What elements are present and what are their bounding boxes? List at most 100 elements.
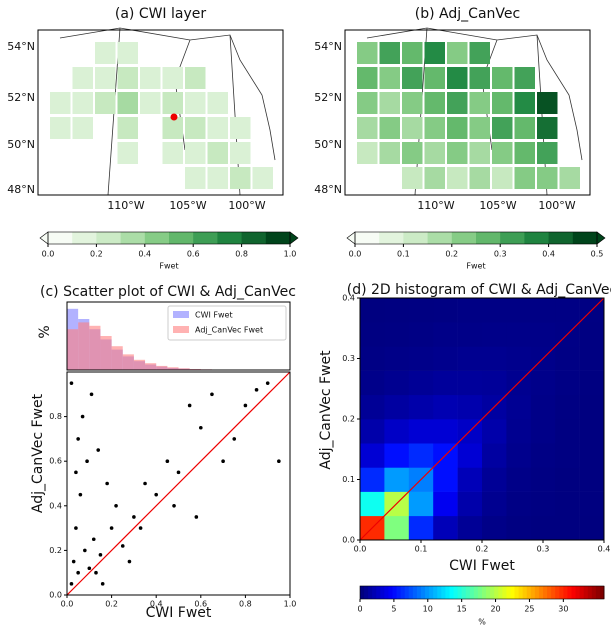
map-cell bbox=[95, 92, 116, 114]
point bbox=[277, 459, 281, 464]
heat-cell bbox=[482, 298, 507, 323]
heat-cell bbox=[506, 515, 532, 541]
heat-cell bbox=[482, 515, 507, 541]
map-cell bbox=[185, 142, 206, 164]
map-cell bbox=[95, 42, 116, 64]
point bbox=[74, 526, 78, 530]
heat-cell bbox=[433, 515, 458, 541]
map-cell bbox=[424, 42, 445, 64]
colorbar-tick-label: 0.5 bbox=[591, 250, 604, 259]
colorbar-band bbox=[547, 586, 552, 599]
heat-cell bbox=[408, 346, 434, 371]
point bbox=[100, 582, 105, 586]
colorbar-band bbox=[400, 586, 406, 599]
map-cell bbox=[559, 167, 580, 189]
heat-cell bbox=[555, 491, 580, 517]
heat-cell bbox=[506, 467, 532, 492]
colorbar-band bbox=[469, 586, 475, 599]
colorbar-frame bbox=[359, 585, 605, 600]
lat-label: 54°N bbox=[314, 40, 342, 53]
heat-cell bbox=[506, 443, 532, 468]
map-cell bbox=[424, 167, 445, 189]
colorbar-tick-label: 0.1 bbox=[397, 250, 410, 259]
heat-cell bbox=[555, 515, 580, 541]
colorbar-tick-label: 5 bbox=[391, 605, 396, 614]
colorbar-band bbox=[96, 232, 122, 244]
colorbar-band bbox=[551, 586, 556, 599]
colorbar-label: % bbox=[478, 618, 486, 627]
heat-cell bbox=[530, 515, 556, 541]
heat-cell bbox=[530, 370, 556, 396]
point bbox=[105, 481, 109, 486]
map-cell bbox=[514, 142, 535, 164]
point bbox=[254, 388, 259, 392]
colorbar-band bbox=[477, 586, 483, 599]
point bbox=[265, 381, 270, 385]
heat-cell bbox=[482, 346, 507, 371]
point bbox=[69, 582, 74, 586]
colorbar-band bbox=[591, 586, 597, 599]
map-cell bbox=[402, 142, 423, 164]
heat-cell bbox=[457, 467, 483, 492]
colorbar-band bbox=[599, 586, 605, 599]
colorbar-tick-label: 0.4 bbox=[138, 250, 151, 259]
map-cell bbox=[447, 67, 468, 89]
point bbox=[172, 504, 176, 508]
map-cell bbox=[492, 142, 513, 164]
colorbar-tick-label: 10 bbox=[423, 605, 433, 614]
colorbar-band bbox=[384, 586, 389, 599]
point bbox=[154, 492, 158, 497]
colorbar-band bbox=[572, 232, 598, 244]
heat-cell bbox=[482, 322, 507, 347]
hist-bar bbox=[189, 368, 201, 370]
heat-cell bbox=[506, 394, 532, 420]
heat-cell bbox=[530, 491, 556, 517]
colorbar-band bbox=[412, 586, 418, 599]
colorbar-band bbox=[437, 586, 442, 599]
one-to-one bbox=[66, 371, 291, 596]
hist-bar bbox=[145, 363, 157, 370]
colorbar-band bbox=[144, 232, 170, 244]
heat-cell bbox=[433, 419, 458, 444]
y-tick-label: 0.2 bbox=[342, 415, 355, 424]
heat-cell bbox=[433, 467, 458, 492]
colorbar-band bbox=[518, 586, 524, 599]
colorbar-band bbox=[595, 586, 601, 599]
map-cell bbox=[95, 67, 116, 89]
map-cell bbox=[379, 67, 400, 89]
heat-cell bbox=[506, 298, 532, 323]
heat-cell bbox=[384, 443, 410, 468]
map-cell bbox=[469, 142, 490, 164]
lon-label: 105°W bbox=[479, 199, 516, 212]
colorbar-band bbox=[526, 586, 532, 599]
colorbar-band bbox=[514, 586, 520, 599]
heat-cell bbox=[579, 491, 605, 517]
heat-cell bbox=[506, 419, 532, 444]
point bbox=[78, 492, 83, 497]
heat-cell bbox=[360, 467, 385, 492]
heat-cell bbox=[384, 515, 410, 541]
hist-bar bbox=[133, 359, 146, 370]
colorbar-band bbox=[241, 232, 267, 244]
heat-cell bbox=[482, 419, 507, 444]
heat-cell bbox=[555, 298, 580, 323]
colorbar-band bbox=[530, 586, 536, 599]
colorbar-band bbox=[404, 586, 410, 599]
heat-cell bbox=[457, 515, 483, 541]
map-cell bbox=[447, 92, 468, 114]
colorbar-band bbox=[575, 586, 581, 599]
map-cell bbox=[162, 67, 183, 89]
map-cell bbox=[469, 42, 490, 64]
heat-cell bbox=[457, 346, 483, 371]
y-axis-label: Adj_CanVec Fwet bbox=[30, 393, 46, 513]
heat-cell bbox=[384, 322, 410, 347]
map-cell bbox=[514, 92, 535, 114]
colorbar-band bbox=[587, 586, 593, 599]
lat-label: 48°N bbox=[314, 183, 342, 196]
heat-cell bbox=[530, 467, 556, 492]
heat-cell bbox=[360, 322, 385, 347]
heat-cell bbox=[360, 346, 385, 371]
panel-title: (a) CWI layer bbox=[115, 6, 207, 22]
map-cell bbox=[379, 142, 400, 164]
y-tick-label: 0.8 bbox=[49, 412, 62, 421]
